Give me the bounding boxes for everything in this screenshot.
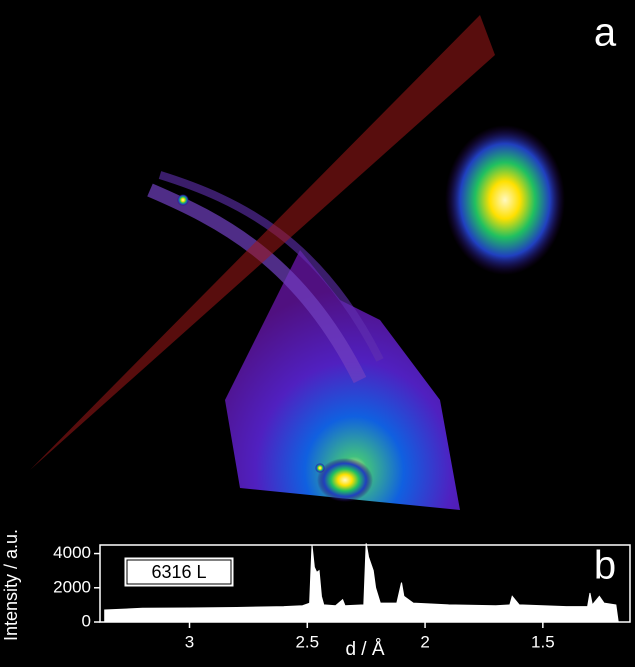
y-tick-label: 4000 (53, 543, 91, 562)
x-tick-label: 1.5 (531, 632, 555, 651)
diffraction-spot (445, 125, 565, 275)
diffraction-spot (317, 458, 373, 502)
pattern-area (104, 543, 619, 623)
x-tick-label: 2.5 (295, 632, 319, 651)
y-tick-label: 0 (82, 611, 91, 630)
panel-label: b (594, 544, 616, 588)
x-tick-label: 2 (420, 632, 429, 651)
x-axis-label: d / Å (345, 639, 384, 660)
diffraction-image: a (30, 11, 617, 510)
panel-label: a (594, 11, 617, 55)
y-axis-label: Intensity / a.u. (1, 529, 21, 641)
y-tick-label: 2000 (53, 577, 91, 596)
x-tick-label: 3 (185, 632, 194, 651)
annotation-box (123, 556, 235, 588)
diffraction-spot (315, 463, 325, 473)
beam-stop-wedge (30, 15, 495, 470)
intensity-region (225, 250, 460, 510)
diffraction-spot (177, 194, 189, 206)
annotation: 6316 L (151, 562, 206, 582)
annotation-box-inner (126, 559, 232, 585)
